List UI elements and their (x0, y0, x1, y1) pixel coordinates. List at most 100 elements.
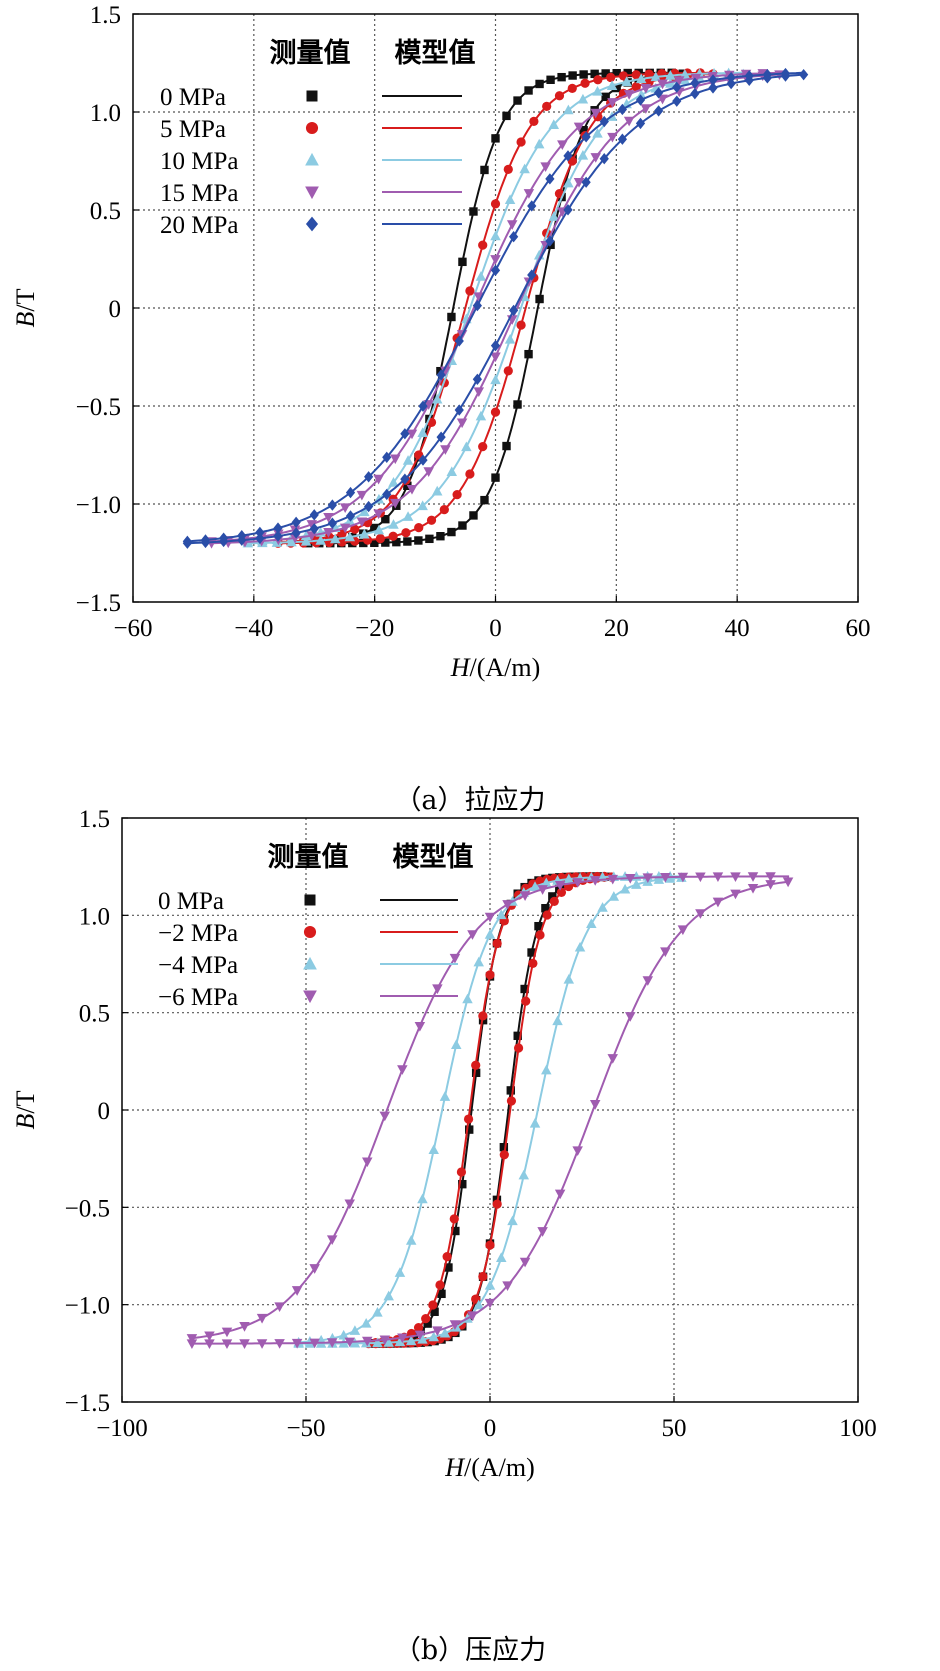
plot-area (186, 870, 794, 1350)
measured-point (454, 404, 464, 416)
measured-point (381, 538, 390, 547)
measured-point (563, 204, 573, 216)
measured-point (406, 429, 418, 440)
measured-point (403, 537, 412, 546)
measured-point (537, 885, 548, 895)
measured-point (414, 523, 424, 533)
measured-point (436, 532, 445, 541)
measured-point (782, 877, 794, 888)
measured-point (442, 1252, 452, 1262)
measured-point (382, 451, 392, 463)
measured-point (545, 173, 555, 185)
measured-point (397, 1333, 408, 1344)
measured-point (607, 1054, 618, 1064)
measured-point (450, 1039, 462, 1049)
measured-point (537, 1227, 548, 1237)
measured-point (744, 70, 754, 82)
measured-point (712, 872, 724, 883)
measured-point (762, 68, 772, 81)
measured-point (535, 930, 545, 940)
y-tick-label: 0 (109, 296, 122, 323)
measured-point (574, 941, 586, 952)
measured-point (458, 521, 467, 530)
measured-point (478, 1011, 488, 1021)
measured-point (635, 94, 646, 106)
measured-point (186, 1339, 198, 1350)
x-tick-label: 50 (662, 1415, 687, 1442)
measured-point (540, 162, 551, 173)
measured-point (473, 387, 485, 398)
y-tick-label: −0.5 (65, 1195, 110, 1222)
legend-label-2-mpa: −2 MPa (158, 920, 238, 947)
measured-point (373, 524, 385, 535)
measured-point (440, 366, 451, 377)
measured-point (513, 400, 522, 409)
measured-point (418, 400, 428, 412)
measured-point (291, 1286, 303, 1296)
measured-point (631, 70, 641, 80)
measured-point (388, 519, 399, 529)
measured-point (390, 454, 401, 465)
measured-point (473, 1299, 484, 1310)
measured-point (485, 970, 495, 980)
x-tick-label: 0 (489, 615, 502, 642)
measured-point (577, 93, 589, 104)
measured-point (513, 1043, 524, 1053)
measured-point (672, 95, 682, 107)
measured-point (503, 366, 513, 376)
measured-point (428, 1300, 438, 1310)
measured-point (644, 69, 654, 79)
series-6-mpa (186, 872, 794, 1350)
measured-point (568, 71, 577, 80)
measured-point (471, 1068, 481, 1078)
measured-point (406, 484, 418, 495)
measured-point (599, 115, 609, 128)
measured-point (673, 76, 685, 86)
measured-point (635, 73, 647, 84)
measured-point (237, 530, 247, 542)
measured-point (370, 538, 379, 548)
measured-point (665, 70, 676, 80)
measured-point (221, 1327, 233, 1338)
measured-point (552, 1015, 563, 1026)
measured-point (516, 137, 526, 147)
y-axis-label: B/T (11, 288, 40, 327)
y-tick-label: −0.5 (76, 394, 121, 421)
y-tick-label: 1.5 (90, 2, 121, 29)
x-tick-label: 20 (604, 615, 629, 642)
measured-point (428, 1331, 439, 1342)
measured-point (695, 909, 706, 919)
measured-point (421, 1314, 431, 1324)
measured-point (492, 938, 502, 949)
measured-point (765, 872, 776, 882)
legend-label-5-mpa: 5 MPa (160, 116, 226, 143)
measured-point (402, 455, 414, 465)
measured-point (186, 1334, 198, 1344)
measured-point (359, 506, 370, 517)
measured-point (625, 873, 636, 884)
measured-point (465, 469, 475, 479)
measured-point (608, 891, 620, 901)
measured-point (309, 1264, 320, 1274)
measured-point (323, 528, 334, 538)
measured-point (592, 85, 603, 96)
x-tick-label: 100 (839, 1415, 877, 1442)
measured-point (326, 1235, 338, 1246)
measured-point (590, 153, 601, 163)
y-tick-label: −1.5 (76, 590, 121, 617)
legend-marker-0-mpa (304, 894, 316, 906)
measured-point (478, 442, 488, 452)
measured-point (504, 333, 516, 344)
measured-point (502, 1281, 513, 1291)
measured-point (635, 117, 646, 130)
measured-point (200, 534, 211, 546)
measured-point (549, 896, 559, 906)
measured-point (617, 103, 627, 116)
measured-point (484, 912, 496, 923)
measured-point (524, 86, 533, 95)
measured-point (359, 538, 368, 548)
measured-point (397, 1065, 408, 1075)
measured-point (642, 976, 654, 986)
measured-point (657, 94, 668, 105)
x-tick-label: −100 (96, 1415, 148, 1442)
